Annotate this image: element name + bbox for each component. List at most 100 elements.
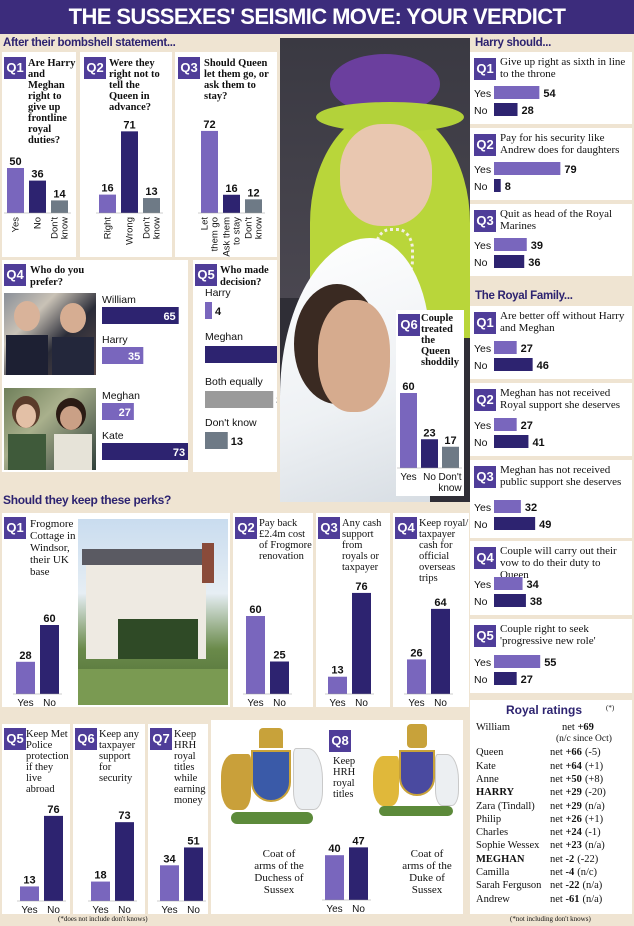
q1-label-1-0: No: [33, 217, 44, 229]
duke-coat-of-arms-icon: [369, 720, 461, 828]
perk1-label-1: No: [43, 698, 56, 707]
rating-change: (n/a): [582, 880, 603, 892]
rating-change: (+1): [584, 760, 604, 772]
rating-net-label: net: [550, 813, 566, 825]
harry3-label-0: Yes: [474, 240, 491, 252]
perk4-bar-0: [407, 659, 426, 694]
perk3-value-0: 13: [331, 665, 343, 677]
rating-row: William net +69 (n/c since Oct): [476, 722, 630, 748]
rating-value: net +29 (n/a): [550, 801, 605, 812]
perk6-value-1: 73: [118, 810, 130, 822]
q3-label-2-1: know: [254, 217, 265, 239]
perk3-label-1: No: [355, 698, 368, 707]
harry2-question: Pay for his security like Andrew does fo…: [500, 132, 620, 156]
royal1-badge: Q1: [474, 312, 496, 334]
royal1-bar-1: [494, 358, 533, 371]
rating-row: Philip net +26 (+1): [476, 814, 630, 828]
royal4-value-0: 34: [527, 579, 540, 591]
royal3-bar-1: [494, 517, 536, 530]
royal4-bar-1: [494, 594, 526, 607]
harry2-bar-0: [494, 162, 561, 175]
perk-q3-badge: Q3: [318, 517, 340, 539]
q3-badge: Q3: [178, 57, 200, 79]
q4b-value-0: 27: [119, 407, 131, 419]
perk4-value-0: 26: [410, 647, 422, 659]
royal3-bar-0: [494, 500, 521, 513]
rating-value: net +26 (+1): [550, 814, 603, 825]
q6-card: Q6 Couple treated the Queen shoddily 60 Y…: [396, 310, 464, 496]
royal2-label-1: No: [474, 437, 488, 449]
harry3-value-1: 36: [528, 257, 540, 269]
q6-label-2a: Don't: [438, 472, 461, 483]
royal4-label-0: Yes: [474, 579, 491, 591]
royal3-value-0: 32: [525, 502, 537, 514]
perk-q1-question: Frogmore Cottage in Windsor, their UK ba…: [30, 518, 76, 578]
perk3-bar-1: [352, 592, 371, 694]
rating-row: Kate net +64 (+1): [476, 761, 630, 775]
harry2-value-0: 79: [564, 164, 576, 176]
q2-card: Q2 Were they right not to tell the Queen…: [80, 52, 172, 257]
harry3-bar-0: [494, 238, 527, 251]
rating-net-label: net: [550, 800, 566, 812]
harry3-question: Quit as head of the Royal Marines: [500, 208, 613, 232]
rating-change: (-5): [584, 747, 601, 759]
harry2-label-0: Yes: [474, 164, 491, 176]
q6-value-2: 17: [444, 435, 456, 447]
royal4-question: Couple will carry out their vow to do th…: [500, 545, 617, 581]
q6-label-1: No: [423, 472, 436, 483]
perk1-bar-1: [40, 625, 59, 694]
rating-score: +64: [565, 760, 582, 772]
royal2-chart: Yes 27 No 41: [474, 418, 545, 449]
q3-label-2-0: Don't: [244, 217, 255, 239]
perk-q3-chart: 13 Yes 76 No: [325, 581, 374, 707]
royal5-value-0: 55: [544, 657, 556, 669]
royal5-badge: Q5: [474, 625, 496, 647]
page-title: THE SUSSEXES' SEISMIC MOVE: YOUR VERDICT: [0, 0, 634, 34]
q6-badge: Q6: [398, 314, 420, 336]
rating-row: Charles net +24 (-1): [476, 827, 630, 841]
q4a-value-1: 35: [128, 351, 140, 363]
royal1-chart: Yes 27 No 46: [474, 341, 549, 372]
q1-bar-1: [29, 180, 46, 213]
royal3-value-1: 49: [539, 519, 551, 531]
q5-label-0: Harry: [205, 287, 231, 299]
perk8-bar-0: [325, 855, 344, 900]
rating-name: Andrew: [476, 893, 510, 905]
perk-q4-question: Keep royal/ taxpayer cash for official o…: [419, 518, 469, 584]
royal3-label-0: Yes: [474, 502, 491, 514]
rating-row: Zara (Tindall) net +29 (n/a): [476, 801, 630, 815]
q4b-label-1: Kate: [102, 430, 124, 442]
royal1-label-0: Yes: [474, 343, 491, 355]
q6-label-0: Yes: [400, 472, 416, 483]
perk-q7-card: Q7 Keep HRH royal titles while earning m…: [148, 724, 208, 914]
q2-value-2: 13: [145, 186, 157, 198]
rating-score: +66: [565, 747, 582, 759]
rating-row: Andrew net -61 (n/a): [476, 894, 630, 908]
harry1-question: Give up right as sixth in line to the th…: [500, 56, 626, 80]
royal5-card: Q5 Couple right to seek 'progressive new …: [470, 619, 632, 693]
royal3-chart: Yes 32 No 49: [474, 500, 551, 531]
perk3-value-1: 76: [355, 581, 367, 593]
q5-badge: Q5: [195, 264, 217, 286]
q1-value-1: 36: [31, 169, 43, 181]
harry2-chart: Yes 79 No 8: [474, 162, 577, 193]
rating-name: William: [476, 722, 510, 733]
rating-change: (n/c since Oct): [556, 734, 612, 744]
perk6-label-0: Yes: [92, 905, 108, 914]
perk2-value-0: 60: [249, 604, 261, 616]
q5-label-2: Both equally: [205, 376, 264, 388]
q5-bar-2: [205, 391, 274, 408]
royal1-question: Are better off without Harry and Meghan: [500, 310, 625, 334]
rating-value: net -61 (n/a): [550, 894, 602, 905]
rating-change: (n/a): [584, 800, 605, 812]
rating-net-label: net: [550, 853, 566, 865]
q2-bar-2: [143, 198, 160, 213]
q2-value-1: 71: [123, 119, 135, 131]
royal3-question: Meghan has not received public support s…: [500, 464, 622, 488]
royal2-bar-0: [494, 418, 517, 431]
rating-net-label: net: [550, 747, 566, 759]
q4a-label-1: Harry: [102, 334, 128, 346]
rating-row: Sophie Wessex net +23 (n/a): [476, 840, 630, 854]
